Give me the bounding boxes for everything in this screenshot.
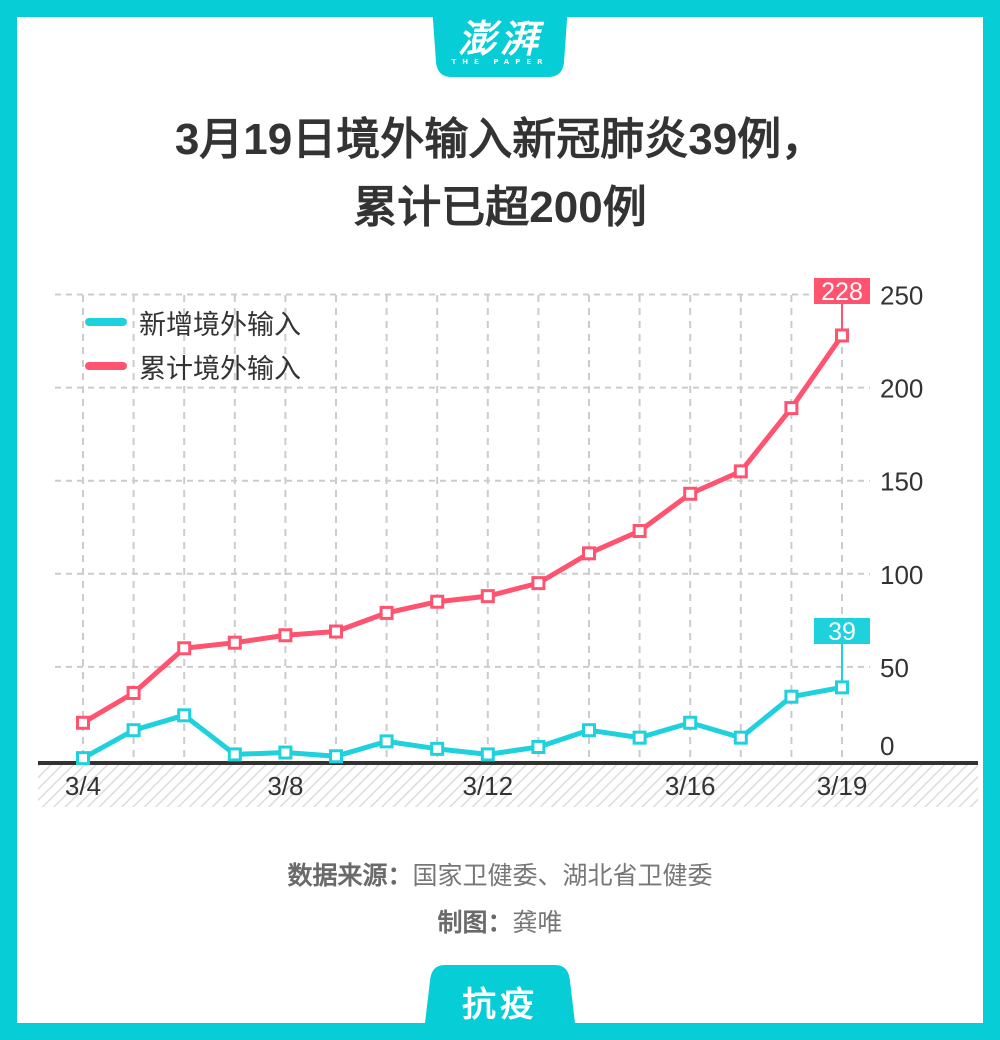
logo-subtitle: THE PAPER xyxy=(451,58,549,66)
legend-item-cumulative: 累计境外输入 xyxy=(85,344,301,388)
data-point-marker xyxy=(733,730,748,745)
data-point-marker xyxy=(430,741,445,756)
legend-swatch-cumulative xyxy=(85,362,127,370)
data-point-marker xyxy=(632,730,647,745)
data-point-marker xyxy=(76,751,90,766)
data-point-marker xyxy=(582,546,596,561)
data-point-marker xyxy=(227,635,242,650)
series-line xyxy=(81,334,845,725)
chart-series xyxy=(76,328,849,766)
chart-grid xyxy=(55,293,870,761)
logo-text: 澎湃 xyxy=(457,16,542,61)
x-tick-label: 3/16 xyxy=(665,771,716,801)
x-tick-label: 3/4 xyxy=(65,771,101,801)
data-point-marker xyxy=(784,689,799,704)
y-tick-label: 100 xyxy=(880,560,923,590)
x-tick-label: 3/19 xyxy=(817,771,868,801)
page-title-line2: 累计已超200例 xyxy=(353,183,647,232)
data-point-marker xyxy=(683,715,698,730)
bottom-tag-label: 抗疫 xyxy=(462,985,538,1025)
bottom-tag-tab xyxy=(405,965,595,1040)
data-point-marker xyxy=(683,486,698,501)
legend-label-new: 新增境外输入 xyxy=(139,309,301,341)
data-point-marker xyxy=(835,680,849,695)
data-point-marker xyxy=(177,708,192,723)
y-tick-label: 50 xyxy=(880,653,909,683)
data-source-value: 国家卫健委、湖北省卫健委 xyxy=(412,861,713,890)
bottom-tag: 抗疫 xyxy=(405,965,595,1040)
data-source-label: 数据来源： xyxy=(287,861,413,890)
chart-card xyxy=(17,17,983,1023)
y-tick-label: 200 xyxy=(880,374,923,404)
chart-annotations: 228 39 xyxy=(814,278,870,682)
data-point-marker xyxy=(329,624,343,639)
x-axis-band xyxy=(38,765,978,807)
chart-legend: 新增境外输入 累计境外输入 xyxy=(85,300,301,388)
x-tick-label: 3/12 xyxy=(462,771,513,801)
data-point-marker xyxy=(126,685,141,700)
legend-label-cumulative: 累计境外输入 xyxy=(139,353,301,385)
y-tick-label: 150 xyxy=(880,467,923,497)
data-point-marker xyxy=(582,723,596,738)
data-point-marker xyxy=(76,715,90,730)
legend-swatch-new xyxy=(85,318,127,326)
y-axis-labels: 0 50 100 150 200 250 xyxy=(880,281,923,762)
data-point-marker xyxy=(177,641,192,656)
data-source: 数据来源：国家卫健委、湖北省卫健委 xyxy=(0,856,1000,892)
chart-author: 制图：龚唯 xyxy=(0,903,1000,939)
data-point-marker xyxy=(430,594,445,609)
y-tick-label: 250 xyxy=(880,281,923,311)
logo: 澎湃 THE PAPER xyxy=(420,0,580,77)
data-point-marker xyxy=(227,747,242,762)
data-point-marker xyxy=(126,723,141,738)
data-point-marker xyxy=(632,523,647,538)
x-axis-labels: 3/4 3/8 3/12 3/16 3/19 xyxy=(65,771,867,801)
value-label-box xyxy=(814,278,870,304)
data-point-marker xyxy=(329,749,343,764)
y-tick-label: 0 xyxy=(880,731,894,761)
data-point-marker xyxy=(480,589,495,604)
chart-author-label: 制图： xyxy=(437,908,513,937)
value-label: 39 xyxy=(828,618,856,646)
data-point-marker xyxy=(835,328,849,343)
data-point-marker xyxy=(531,739,546,754)
series-line xyxy=(81,684,843,761)
logo-tab xyxy=(420,0,580,77)
data-point-marker xyxy=(733,464,748,479)
chart-author-value: 龚唯 xyxy=(512,908,563,937)
data-point-marker xyxy=(278,628,293,643)
line-chart: 0 50 100 150 200 250 3/4 3/8 3/12 3/16 3/19 228 39 xyxy=(38,278,978,807)
data-point-marker xyxy=(784,401,799,416)
data-point-marker xyxy=(379,605,394,620)
page-title-line1: 3月19日境外输入新冠肺炎39例， xyxy=(174,115,826,164)
value-label-box xyxy=(814,618,870,644)
data-point-marker xyxy=(531,576,546,591)
value-label: 228 xyxy=(821,278,863,306)
data-point-marker xyxy=(278,745,293,760)
x-tick-label: 3/8 xyxy=(267,771,303,801)
data-point-marker xyxy=(379,734,394,749)
legend-item-new: 新增境外输入 xyxy=(85,300,301,344)
data-point-marker xyxy=(480,747,495,762)
